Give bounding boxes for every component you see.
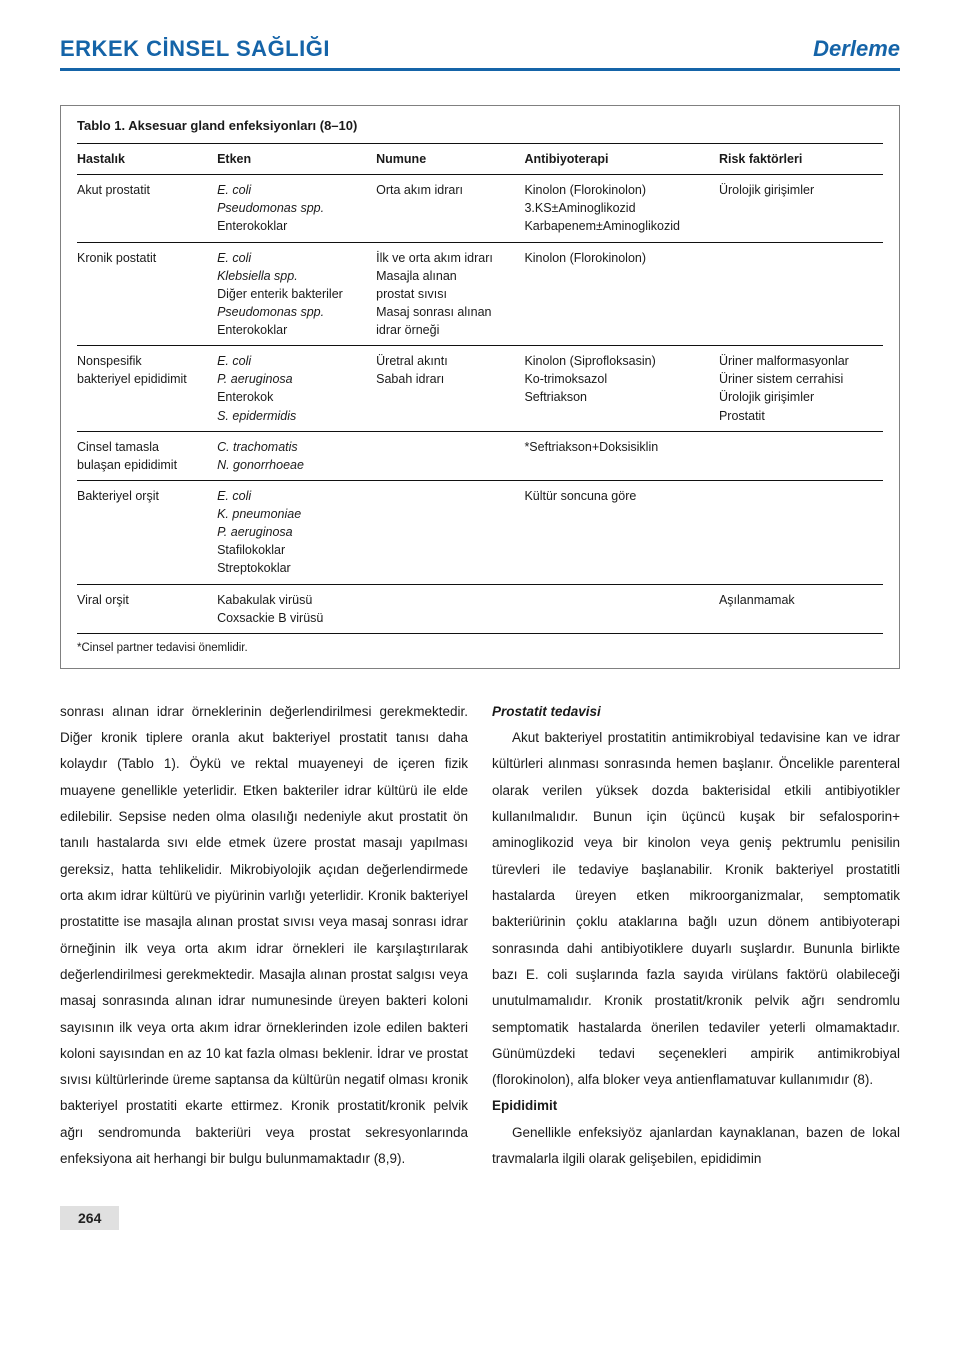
table-caption: Tablo 1. Aksesuar gland enfeksiyonları (…	[77, 118, 883, 133]
body-paragraph: Genellikle enfeksiyöz ajanlardan kaynakl…	[492, 1120, 900, 1173]
subheading-prostatit-tedavisi: Prostatit tedavisi	[492, 699, 900, 725]
page-header: ERKEK CİNSEL SAĞLIĞI Derleme	[60, 36, 900, 71]
table-cell: Nonspesifikbakteriyel epididimit	[77, 346, 217, 432]
table-cell: Kabakulak virüsüCoxsackie B virüsü	[217, 584, 376, 633]
table-footnote: *Cinsel partner tedavisi önemlidir.	[77, 642, 883, 654]
subheading-epididimit: Epididimit	[492, 1093, 900, 1119]
table-cell	[719, 480, 883, 584]
table-cell	[376, 431, 524, 480]
table-row: Nonspesifikbakteriyel epididimitE. coliP…	[77, 346, 883, 432]
page-number: 264	[60, 1206, 119, 1230]
table-cell: E. coliP. aeruginosaEnterokokS. epidermi…	[217, 346, 376, 432]
table-cell: Kronik postatit	[77, 242, 217, 346]
table-1: Tablo 1. Aksesuar gland enfeksiyonları (…	[60, 105, 900, 669]
article-type: Derleme	[813, 36, 900, 62]
table-row: Bakteriyel orşitE. coliK. pneumoniaeP. a…	[77, 480, 883, 584]
table-cell: Aşılanmamak	[719, 584, 883, 633]
table-cell: Cinsel tamaslabulaşan epididimit	[77, 431, 217, 480]
col-hastalik: Hastalık	[77, 144, 217, 175]
table-cell: E. coliPseudomonas spp.Enterokoklar	[217, 175, 376, 242]
table-cell: Kültür soncuna göre	[524, 480, 719, 584]
section-title: ERKEK CİNSEL SAĞLIĞI	[60, 36, 330, 62]
body-paragraph: sonrası alınan idrar örneklerinin değerl…	[60, 699, 468, 1173]
table-row: Akut prostatitE. coliPseudomonas spp.Ent…	[77, 175, 883, 242]
table-cell: Üriner malformasyonlarÜriner sistem cerr…	[719, 346, 883, 432]
table-cell	[376, 480, 524, 584]
col-numune: Numune	[376, 144, 524, 175]
col-antibiyoterapi: Antibiyoterapi	[524, 144, 719, 175]
table-cell	[719, 242, 883, 346]
table-cell	[376, 584, 524, 633]
table-cell: E. coliK. pneumoniaeP. aeruginosaStafilo…	[217, 480, 376, 584]
table-cell: Üretral akıntıSabah idrarı	[376, 346, 524, 432]
table-cell: Ürolojik girişimler	[719, 175, 883, 242]
right-column: Prostatit tedavisi Akut bakteriyel prost…	[492, 699, 900, 1173]
body-paragraph: Akut bakteriyel prostatitin antimikrobiy…	[492, 725, 900, 1093]
body-columns: sonrası alınan idrar örneklerinin değerl…	[60, 699, 900, 1173]
table-row: Kronik postatitE. coliKlebsiella spp.Diğ…	[77, 242, 883, 346]
table-cell: İlk ve orta akım idrarıMasajla alınanpro…	[376, 242, 524, 346]
table-cell: Kinolon (Florokinolon)	[524, 242, 719, 346]
table-row: Viral orşitKabakulak virüsüCoxsackie B v…	[77, 584, 883, 633]
table-cell	[524, 584, 719, 633]
table-row: Cinsel tamaslabulaşan epididimitC. trach…	[77, 431, 883, 480]
table-cell: *Seftriakson+Doksisiklin	[524, 431, 719, 480]
table-cell: C. trachomatisN. gonorrhoeae	[217, 431, 376, 480]
table-cell: Orta akım idrarı	[376, 175, 524, 242]
table-cell: Viral orşit	[77, 584, 217, 633]
table-cell: E. coliKlebsiella spp.Diğer enterik bakt…	[217, 242, 376, 346]
left-column: sonrası alınan idrar örneklerinin değerl…	[60, 699, 468, 1173]
table-cell: Bakteriyel orşit	[77, 480, 217, 584]
col-etken: Etken	[217, 144, 376, 175]
table-cell: Akut prostatit	[77, 175, 217, 242]
col-risk: Risk faktörleri	[719, 144, 883, 175]
data-table: Hastalık Etken Numune Antibiyoterapi Ris…	[77, 143, 883, 634]
table-cell	[719, 431, 883, 480]
table-cell: Kinolon (Florokinolon)3.KS±Aminoglikozid…	[524, 175, 719, 242]
table-cell: Kinolon (Siprofloksasin)Ko-trimoksazolSe…	[524, 346, 719, 432]
